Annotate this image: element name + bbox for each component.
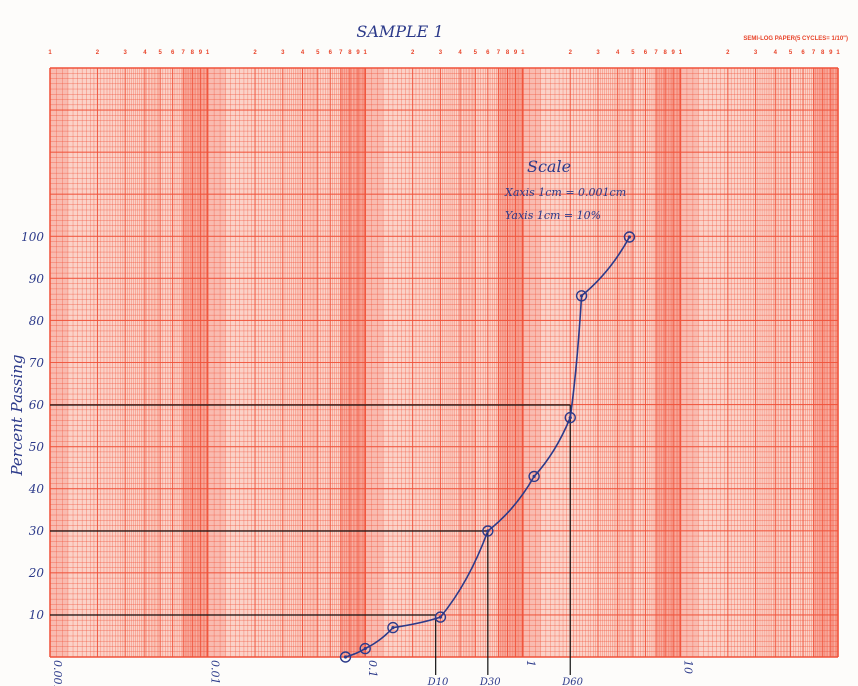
x-tick-label: 0.1: [366, 660, 379, 678]
cycle-digit-label: 4: [774, 50, 778, 56]
scale-note-y-axis: Yaxis 1cm = 10%: [505, 209, 601, 222]
grid-lines: [49, 67, 839, 658]
data-point-center: [532, 474, 536, 478]
cycle-digit-label: 1: [206, 50, 210, 56]
series-line: [345, 236, 631, 658]
y-tick-label: 20: [28, 566, 45, 580]
cycle-digit-label: 6: [801, 50, 805, 56]
cycle-digit-label: 9: [672, 50, 676, 56]
data-point-center: [438, 615, 442, 619]
data-point: [359, 642, 371, 655]
y-tick-label: 50: [29, 440, 45, 454]
cycle-digit-label: 8: [821, 50, 825, 56]
cycle-digit-label: 8: [348, 50, 352, 56]
data-point: [387, 621, 399, 634]
data-point-center: [568, 416, 572, 420]
data-point: [623, 231, 636, 243]
cycle-digit-label: 1: [521, 50, 525, 56]
data-point: [575, 290, 588, 302]
cycle-digit-label: 3: [596, 50, 600, 56]
cycle-digit-label: 8: [191, 50, 195, 56]
y-tick-label: 40: [28, 482, 45, 496]
cycle-digit-label: 5: [158, 50, 162, 56]
cycle-digit-label: 9: [199, 50, 203, 56]
data-point-center: [363, 647, 367, 651]
cycle-digit-label: 5: [631, 50, 635, 56]
cycle-digit-label: 9: [514, 50, 518, 56]
cycle-digit-label: 4: [616, 50, 620, 56]
cycle-digit-label: 2: [253, 50, 257, 56]
data-point-center: [343, 655, 348, 659]
y-tick-label: 10: [29, 608, 45, 622]
x-tick-label: 1: [524, 660, 537, 667]
cycle-digit-label: 4: [143, 50, 147, 56]
y-tick-label: 70: [29, 356, 45, 370]
cycle-digit-label: 6: [486, 50, 490, 56]
cycle-digit-label: 9: [356, 50, 360, 56]
y-tick-label: 60: [29, 398, 45, 412]
y-tick-labels: 10 20 30 40 50 60 70 80 90 100: [21, 230, 44, 622]
x-tick-label: 0.001: [51, 660, 64, 686]
y-tick-label: 100: [21, 230, 44, 244]
data-point: [564, 411, 576, 424]
x-tick-label: 10: [681, 660, 694, 674]
cycle-digit-label: 4: [301, 50, 305, 56]
cycle-digit-label: 1: [48, 50, 52, 56]
cycle-digit-label: 2: [411, 50, 415, 56]
data-point: [482, 525, 494, 537]
x-tick-label: 0.01: [209, 660, 222, 685]
cycle-digit-label: 7: [497, 50, 501, 56]
cycle-digit-label: 5: [474, 50, 478, 56]
cycle-digit-label: 6: [329, 50, 333, 56]
cycle-digit-label: 7: [182, 50, 186, 56]
cycle-digit-label: 2: [96, 50, 100, 56]
cycle-digit-label: 2: [569, 50, 573, 56]
data-point: [528, 470, 540, 483]
cycle-digit-label: 3: [754, 50, 758, 56]
paper-type-label: SEMI-LOG PAPER(5 CYCLES= 1/10"): [743, 36, 848, 42]
cycle-digit-label: 9: [829, 50, 833, 56]
cycle-digit-label: 5: [789, 50, 793, 56]
cycle-digit-label: 4: [458, 50, 462, 56]
data-point-center: [391, 626, 395, 630]
x-tick-labels: 0.001 0.01 0.1 1 10: [51, 660, 694, 686]
cycle-digit-label: 6: [644, 50, 648, 56]
cycle-digit-label: 1: [364, 50, 368, 56]
cycle-digit-label: 2: [726, 50, 730, 56]
y-tick-label: 80: [29, 314, 45, 328]
cycle-digit-label: 8: [506, 50, 510, 56]
scale-note: Scale Xaxis 1cm = 0.001cm Yaxis 1cm = 10…: [504, 157, 626, 222]
cycle-digit-label: 5: [316, 50, 320, 56]
cycle-digit-label: 7: [339, 50, 343, 56]
cycle-digit-label: 3: [124, 50, 128, 56]
cycle-digit-label: 1: [836, 50, 840, 56]
scale-note-heading: Scale: [527, 157, 571, 176]
reference-line-label: D10: [427, 677, 449, 686]
scale-note-x-axis: Xaxis 1cm = 0.001cm: [504, 186, 626, 199]
cycle-digit-label: 3: [439, 50, 443, 56]
y-tick-label: 90: [29, 272, 45, 286]
data-point: [339, 651, 352, 663]
cycle-digit-label: 6: [171, 50, 175, 56]
reference-line-label: D30: [479, 677, 501, 686]
reference-line-label: D60: [561, 677, 583, 686]
y-axis-label: Percent Passing: [8, 354, 26, 476]
gradation-curve: [339, 231, 636, 663]
reference-lines: D10 D30 D60: [50, 404, 584, 686]
cycle-digit-label: 7: [654, 50, 658, 56]
data-point: [434, 611, 447, 623]
cycle-digit-label: 1: [679, 50, 683, 56]
data-point-center: [627, 235, 632, 239]
cycle-digit-label: 7: [812, 50, 816, 56]
cycle-digit-label: 3: [281, 50, 285, 56]
sheet-title: SAMPLE 1: [356, 22, 443, 41]
data-point-center: [486, 529, 490, 533]
cycle-digit-label: 8: [663, 50, 667, 56]
data-point-center: [579, 294, 584, 298]
y-tick-label: 30: [29, 524, 45, 538]
